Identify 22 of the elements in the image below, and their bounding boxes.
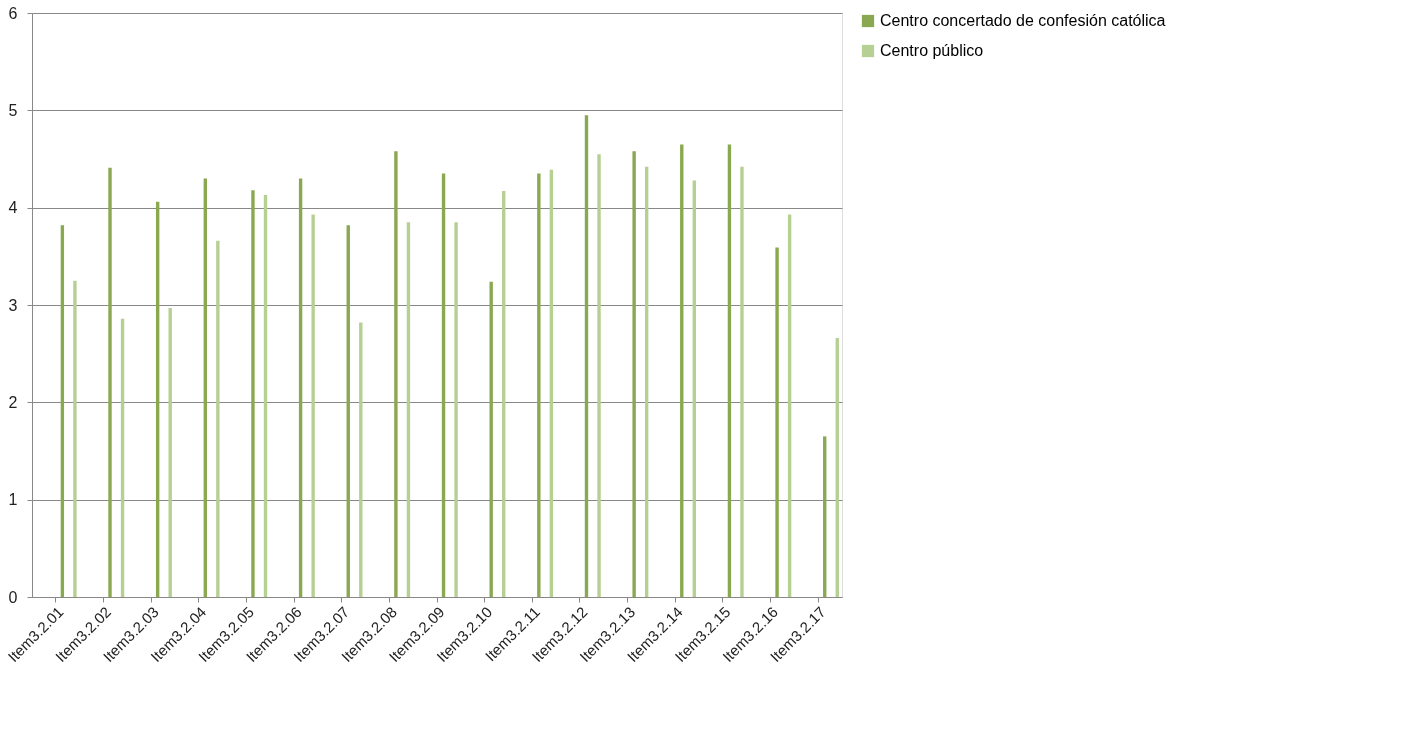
bar — [489, 281, 493, 597]
bar — [394, 151, 398, 597]
bar — [740, 166, 744, 597]
bar — [216, 240, 220, 597]
bar — [775, 247, 779, 597]
y-tick-label: 0 — [8, 588, 18, 606]
y-tick-label: 6 — [8, 4, 18, 22]
y-tick-label: 4 — [8, 199, 18, 217]
bar — [108, 167, 112, 597]
y-tick-label: 3 — [8, 296, 18, 314]
bar — [454, 222, 458, 597]
bar — [311, 214, 315, 597]
y-tick-label: 1 — [8, 491, 18, 509]
y-tick-label: 2 — [8, 393, 18, 411]
bar — [597, 154, 601, 597]
bar — [73, 280, 77, 597]
bar — [537, 173, 541, 597]
legend-label: Centro concertado de confesión católica — [880, 12, 1166, 29]
bar — [251, 190, 255, 597]
legend-label: Centro público — [880, 42, 984, 59]
bar — [632, 151, 636, 597]
y-tick-label: 5 — [8, 101, 18, 119]
